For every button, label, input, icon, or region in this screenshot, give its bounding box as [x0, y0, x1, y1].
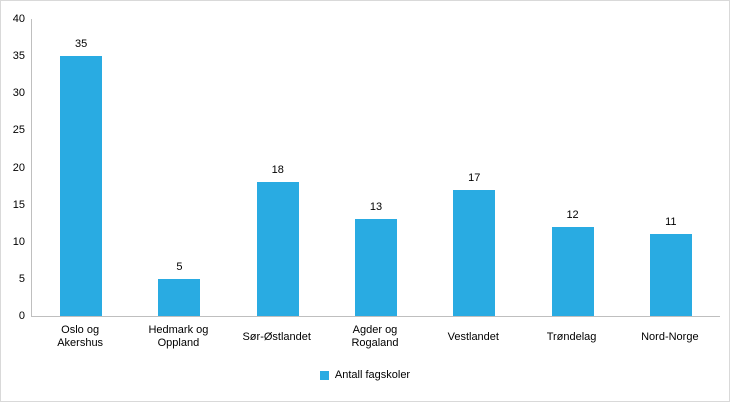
- bar-0: [60, 56, 103, 316]
- y-axis-tick-15: 15: [12, 198, 25, 211]
- y-axis-tick-25: 25: [12, 124, 25, 137]
- bar-4: [453, 189, 496, 316]
- bar-value-5: 12: [566, 208, 579, 221]
- bar-2: [256, 182, 299, 316]
- bar-3: [355, 219, 397, 316]
- y-axis-tick-40: 40: [12, 13, 25, 25]
- y-axis-tick-30: 30: [12, 87, 25, 100]
- y-axis-tick-20: 20: [12, 161, 25, 174]
- bar-5: [551, 226, 594, 316]
- bar-value-1: 5: [176, 260, 183, 273]
- bar-value-2: 18: [271, 164, 284, 177]
- y-axis-tick-10: 10: [12, 235, 25, 248]
- y-axis-tick-5: 5: [18, 272, 25, 285]
- x-axis-label-4: Vestlandet: [447, 330, 499, 343]
- x-axis-label-6: Nord-Norge: [641, 330, 699, 343]
- x-axis-label-1: Hedmark og Oppland: [148, 324, 209, 349]
- legend-swatch-icon: [319, 370, 329, 380]
- x-axis-label-5: Trøndelag: [546, 330, 597, 343]
- y-axis-tick-0: 0: [18, 310, 25, 322]
- bar-value-6: 11: [665, 216, 677, 229]
- x-axis-label-0: Oslo og Akershus: [57, 324, 104, 349]
- bar-value-4: 17: [468, 171, 481, 184]
- plot-area: 35 5 18 13 17 12 11: [31, 19, 720, 317]
- x-axis-label-2: Sør-Østlandet: [242, 330, 311, 343]
- x-axis-label-3: Agder og Rogaland: [351, 324, 399, 349]
- bar-value-3: 13: [369, 201, 383, 214]
- legend: Antall fagskoler: [1, 369, 729, 381]
- bar-6: [649, 234, 692, 316]
- legend-label: Antall fagskoler: [334, 369, 411, 381]
- bar-1: [158, 278, 201, 316]
- y-axis-tick-35: 35: [12, 50, 25, 63]
- bar-value-0: 35: [75, 38, 88, 51]
